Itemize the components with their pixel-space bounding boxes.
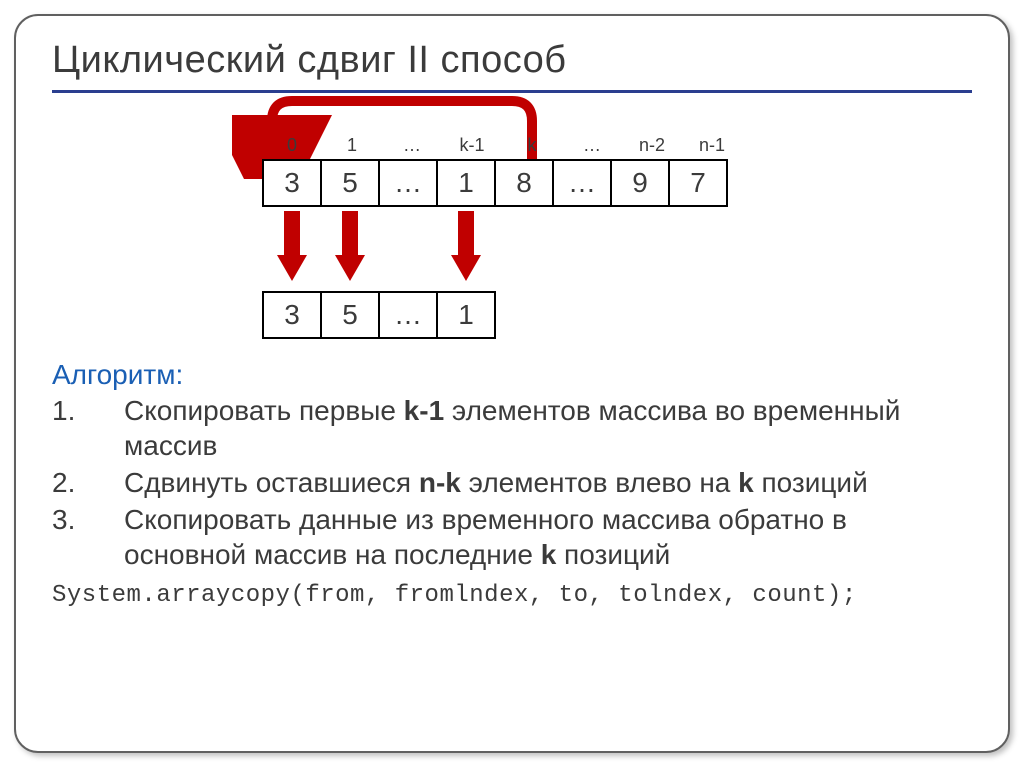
array-cell: 8 xyxy=(494,159,554,207)
step-text: элементов влево на xyxy=(461,467,738,498)
algorithm-list: Скопировать первые k-1 элементов массива… xyxy=(52,393,972,572)
index-label: … xyxy=(562,135,622,156)
step-bold: k xyxy=(738,467,754,498)
slide-frame: Циклический сдвиг II способ 0 1 … k-1 k … xyxy=(14,14,1010,753)
down-arrow-icon xyxy=(451,211,481,281)
index-label: k xyxy=(502,135,562,156)
array-cell: 7 xyxy=(668,159,728,207)
array-top: 3 5 … 1 8 … 9 7 xyxy=(262,159,728,207)
down-arrow-icon xyxy=(277,211,307,281)
array-cell: … xyxy=(552,159,612,207)
array-cell: 5 xyxy=(320,159,380,207)
index-label: n-1 xyxy=(682,135,742,156)
array-cell: … xyxy=(378,291,438,339)
index-label: … xyxy=(382,135,442,156)
algorithm-step: Сдвинуть оставшиеся n-k элементов влево … xyxy=(52,465,972,500)
slide-title: Циклический сдвиг II способ xyxy=(52,40,972,93)
down-arrow-icon xyxy=(335,211,365,281)
step-text: Скопировать данные из временного массива… xyxy=(124,504,847,570)
step-text: позиций xyxy=(556,539,670,570)
array-bottom: 3 5 … 1 xyxy=(262,291,496,339)
algorithm-step: Скопировать первые k-1 элементов массива… xyxy=(52,393,972,463)
step-text: Сдвинуть оставшиеся xyxy=(124,467,419,498)
array-cell: 9 xyxy=(610,159,670,207)
index-row: 0 1 … k-1 k … n-2 n-1 xyxy=(262,135,742,156)
array-cell: 1 xyxy=(436,291,496,339)
algorithm-step: Скопировать данные из временного массива… xyxy=(52,502,972,572)
array-cell: 5 xyxy=(320,291,380,339)
array-cell: 3 xyxy=(262,291,322,339)
array-cell: … xyxy=(378,159,438,207)
array-cell: 1 xyxy=(436,159,496,207)
index-label: 0 xyxy=(262,135,322,156)
diagram: 0 1 … k-1 k … n-2 n-1 3 5 … 1 8 … 9 7 xyxy=(52,93,972,353)
code-line: System.arraycopy(from, fromlndex, to, to… xyxy=(52,582,972,609)
step-text: Скопировать первые xyxy=(124,395,404,426)
step-bold: k-1 xyxy=(404,395,444,426)
index-label: 1 xyxy=(322,135,382,156)
array-cell: 3 xyxy=(262,159,322,207)
step-bold: k xyxy=(541,539,557,570)
index-label: k-1 xyxy=(442,135,502,156)
step-text: позиций xyxy=(754,467,868,498)
step-bold: n-k xyxy=(419,467,461,498)
index-label: n-2 xyxy=(622,135,682,156)
algorithm-label: Алгоритм: xyxy=(52,359,972,391)
